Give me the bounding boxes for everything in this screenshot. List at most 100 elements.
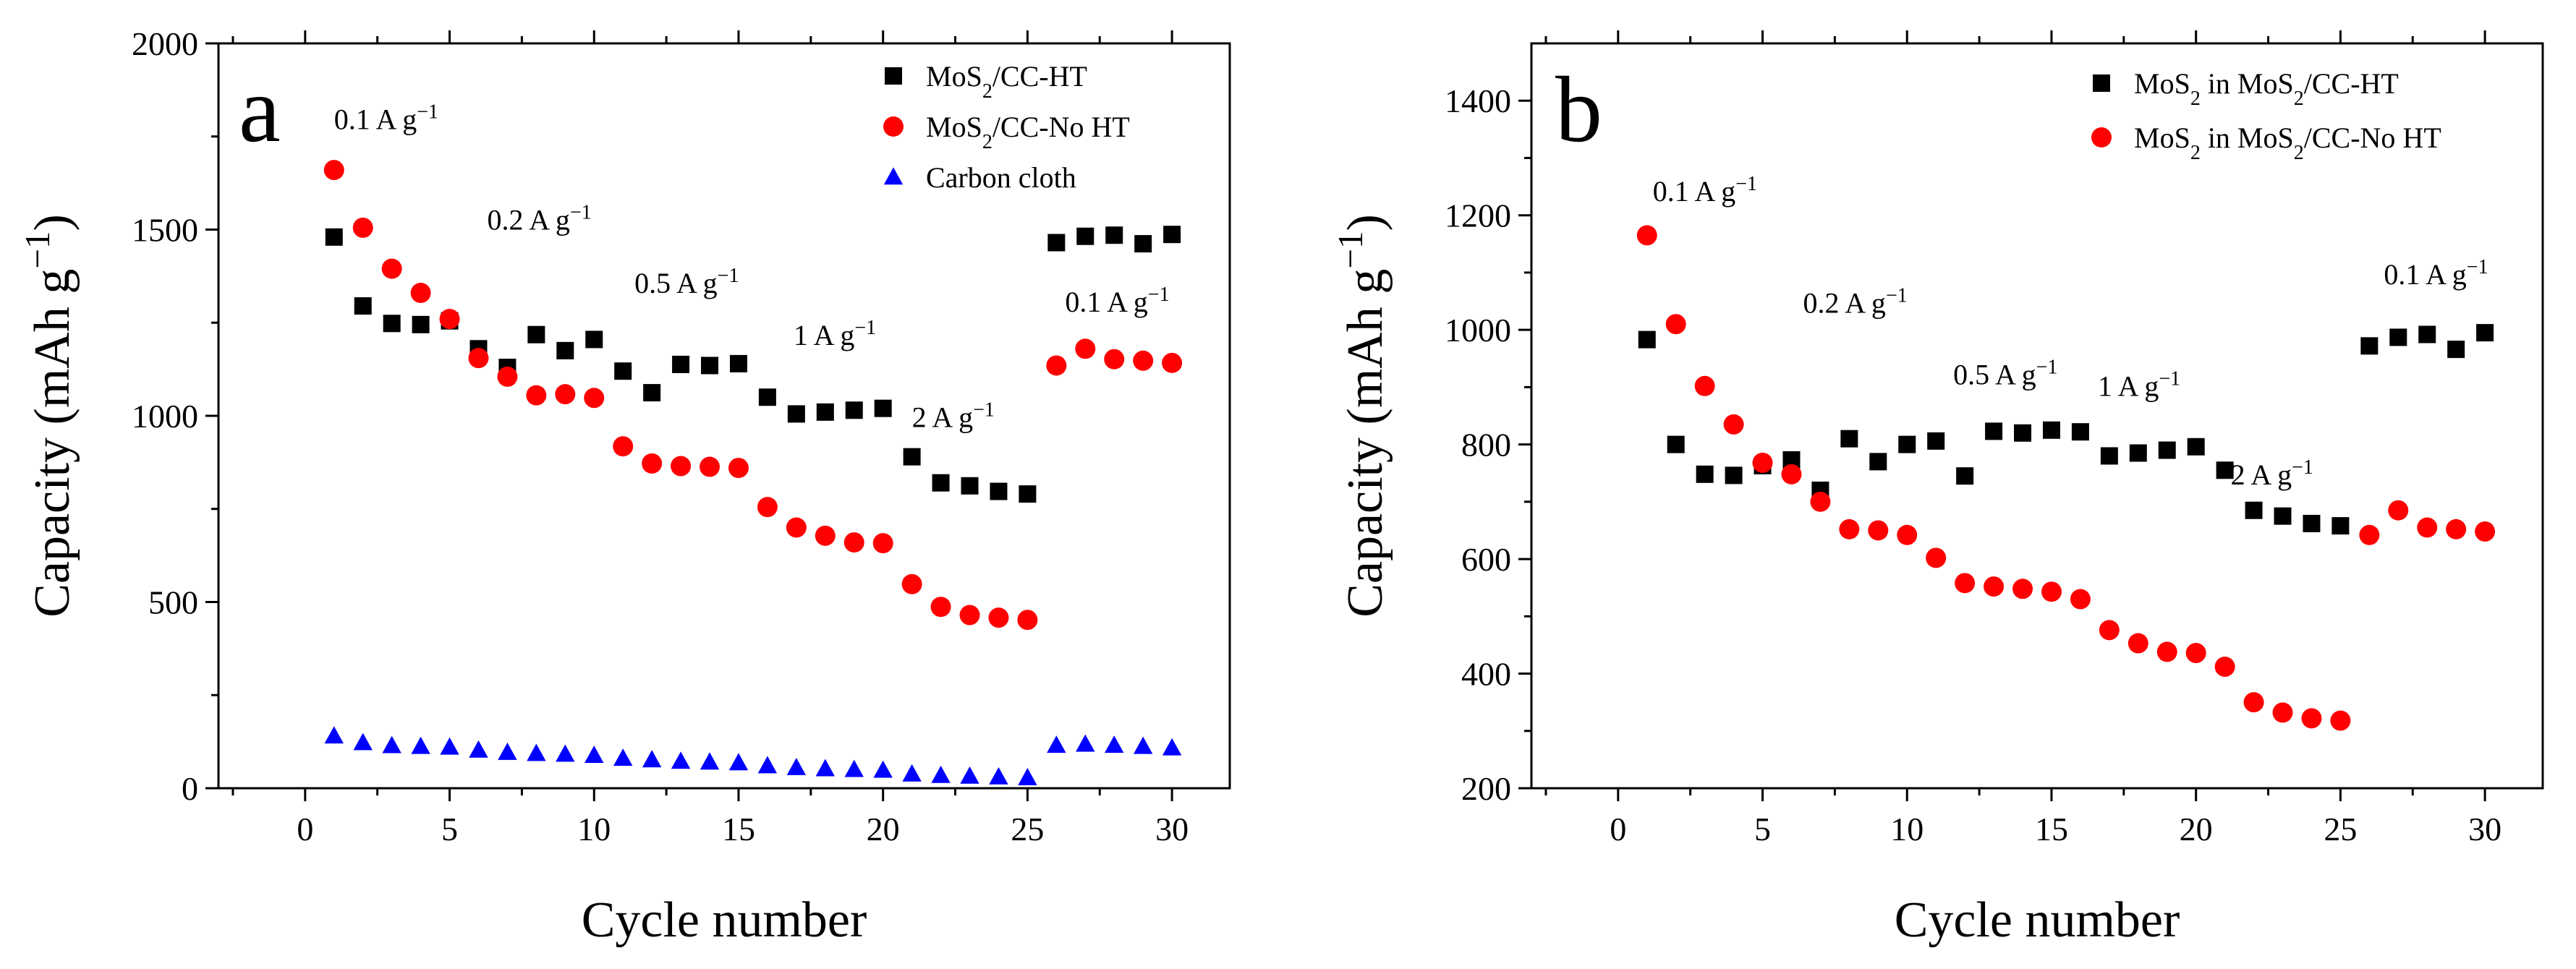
y-tick-label: 1400 [1445, 82, 1511, 119]
data-point [585, 746, 604, 763]
data-point [2274, 507, 2292, 525]
data-point [1133, 350, 1154, 371]
data-point [2418, 325, 2436, 343]
data-point [757, 497, 778, 518]
data-point [556, 341, 574, 359]
data-point [786, 757, 807, 775]
data-point [1696, 465, 1714, 483]
plot-frame [217, 42, 1231, 790]
data-point [872, 533, 893, 554]
data-point [671, 751, 691, 769]
data-point [412, 315, 430, 333]
data-point [353, 733, 373, 751]
x-tick-label: 5 [1754, 811, 1771, 848]
rate-annotation: 0.2 A g−1 [1803, 284, 1907, 320]
data-point [1926, 547, 1947, 568]
data-point [556, 744, 575, 762]
data-point [2245, 501, 2263, 519]
data-point [354, 297, 372, 315]
data-point [383, 315, 401, 333]
y-axis-label: Capacity (mAh g−1) [17, 214, 81, 618]
data-point [1956, 467, 1974, 485]
data-point [613, 748, 633, 767]
rate-annotation: 0.1 A g−1 [2384, 255, 2488, 291]
data-point [1898, 435, 1916, 453]
data-point [1019, 485, 1037, 503]
y-tick-label: 400 [1461, 656, 1511, 693]
y-tick-label: 1000 [132, 398, 198, 435]
data-point [439, 309, 460, 330]
y-tick-label: 500 [148, 584, 198, 621]
data-point [1047, 735, 1066, 754]
x-tick-label: 25 [1011, 811, 1044, 848]
data-point [843, 532, 864, 553]
data-point [2417, 517, 2438, 538]
y-tick-label: 1500 [132, 212, 198, 249]
data-point [2041, 581, 2062, 602]
data-point [1985, 422, 2003, 440]
y-tick-label: 0 [182, 770, 198, 807]
data-point [1018, 767, 1037, 785]
series-1 [325, 226, 1181, 503]
data-point [527, 743, 546, 761]
data-point [2446, 518, 2467, 539]
rate-annotation: 0.2 A g−1 [487, 201, 591, 236]
data-point [1869, 453, 1887, 471]
legend-label: MoS2/CC-No HT [926, 111, 1130, 153]
data-point [672, 355, 690, 373]
data-point [352, 217, 373, 238]
series-1 [1638, 324, 2494, 535]
y-tick-label: 1200 [1445, 197, 1511, 234]
series-2 [323, 160, 1183, 631]
legend-marker [883, 167, 904, 185]
data-point [323, 160, 344, 181]
data-point [469, 740, 488, 758]
data-point [844, 759, 864, 777]
data-point [2042, 421, 2060, 439]
data-point [1076, 227, 1094, 245]
data-point [1162, 738, 1182, 756]
legend-label: MoS2/CC-HT [926, 60, 1087, 103]
data-point [325, 228, 343, 246]
data-point [526, 385, 547, 406]
data-point [2156, 641, 2177, 662]
legend-marker [883, 116, 904, 137]
data-point [2359, 524, 2380, 545]
legend-marker [885, 67, 902, 85]
data-point [1162, 352, 1183, 373]
data-point [1046, 355, 1067, 376]
legend-label: Carbon cloth [926, 161, 1076, 194]
data-point [498, 742, 517, 760]
data-point [1752, 452, 1773, 473]
data-point [324, 726, 344, 744]
y-axis-label: Capacity (mAh g−1) [1330, 214, 1394, 618]
data-point [816, 403, 834, 421]
data-point [643, 384, 661, 402]
data-point [786, 517, 807, 538]
data-point [815, 525, 836, 546]
rate-annotation: 0.1 A g−1 [1653, 172, 1757, 208]
legend-marker [2091, 127, 2112, 148]
x-tick-label: 0 [297, 811, 313, 848]
x-tick-label: 10 [577, 811, 611, 848]
data-point [584, 388, 605, 409]
data-point [497, 366, 518, 387]
data-point [1694, 375, 1715, 396]
data-point [2070, 589, 2091, 610]
rate-annotation: 2 A g−1 [2231, 456, 2313, 492]
data-point [1723, 414, 1744, 435]
data-point [382, 735, 401, 754]
data-point [1636, 225, 1657, 246]
series-3 [324, 726, 1182, 785]
data-point [2447, 341, 2465, 359]
data-point [381, 258, 402, 279]
data-point [2014, 424, 2032, 442]
data-point [2127, 633, 2148, 654]
data-point [903, 448, 921, 466]
data-point [2243, 692, 2264, 713]
data-point [1163, 226, 1181, 244]
data-point [2185, 643, 2206, 664]
data-point [1955, 573, 1976, 594]
data-point [2129, 444, 2147, 462]
data-point [614, 362, 632, 380]
